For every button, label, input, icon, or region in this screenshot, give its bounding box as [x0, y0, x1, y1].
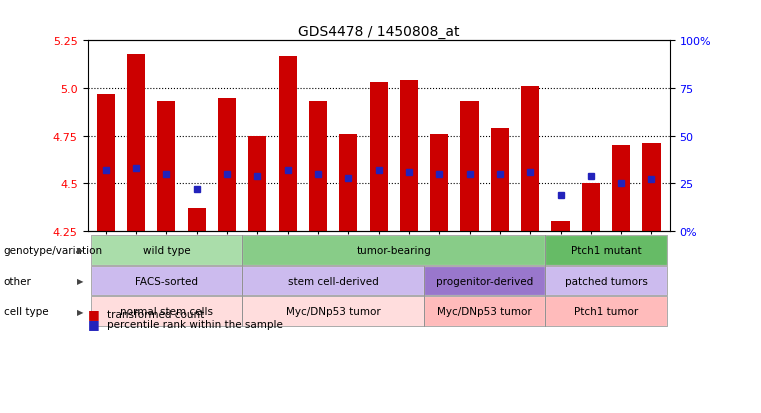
Text: transformed count: transformed count — [107, 309, 204, 319]
Text: FACS-sorted: FACS-sorted — [135, 276, 198, 286]
Bar — [158, 102, 176, 231]
Bar — [460, 102, 479, 231]
Bar — [279, 57, 297, 231]
Text: ▶: ▶ — [77, 307, 84, 316]
Text: genotype/variation: genotype/variation — [4, 245, 103, 255]
Bar — [491, 129, 509, 231]
Text: normal stem cells: normal stem cells — [119, 306, 213, 316]
Text: ▶: ▶ — [77, 276, 84, 285]
Bar — [581, 184, 600, 231]
Bar — [370, 83, 387, 231]
Bar — [248, 136, 266, 231]
Bar — [642, 144, 661, 231]
Text: wild type: wild type — [142, 245, 190, 255]
Text: other: other — [4, 276, 32, 286]
Text: cell type: cell type — [4, 306, 49, 316]
Text: Myc/DNp53 tumor: Myc/DNp53 tumor — [438, 306, 532, 316]
Text: Ptch1 mutant: Ptch1 mutant — [571, 245, 642, 255]
Bar — [127, 55, 145, 231]
Title: GDS4478 / 1450808_at: GDS4478 / 1450808_at — [298, 25, 460, 39]
Text: tumor-bearing: tumor-bearing — [356, 245, 431, 255]
Text: ■: ■ — [88, 307, 99, 320]
Text: Myc/DNp53 tumor: Myc/DNp53 tumor — [285, 306, 380, 316]
Text: stem cell-derived: stem cell-derived — [288, 276, 378, 286]
Bar — [612, 146, 630, 231]
Text: progenitor-derived: progenitor-derived — [436, 276, 533, 286]
Bar — [430, 134, 448, 231]
Text: patched tumors: patched tumors — [565, 276, 648, 286]
Bar — [552, 222, 570, 231]
Bar — [187, 209, 205, 231]
Bar — [339, 134, 358, 231]
Bar — [218, 98, 236, 231]
Text: percentile rank within the sample: percentile rank within the sample — [107, 319, 282, 329]
Bar — [400, 81, 418, 231]
Bar — [97, 95, 115, 231]
Text: ▶: ▶ — [77, 246, 84, 255]
Text: ■: ■ — [88, 318, 99, 331]
Bar — [309, 102, 327, 231]
Text: Ptch1 tumor: Ptch1 tumor — [574, 306, 638, 316]
Bar — [521, 87, 540, 231]
